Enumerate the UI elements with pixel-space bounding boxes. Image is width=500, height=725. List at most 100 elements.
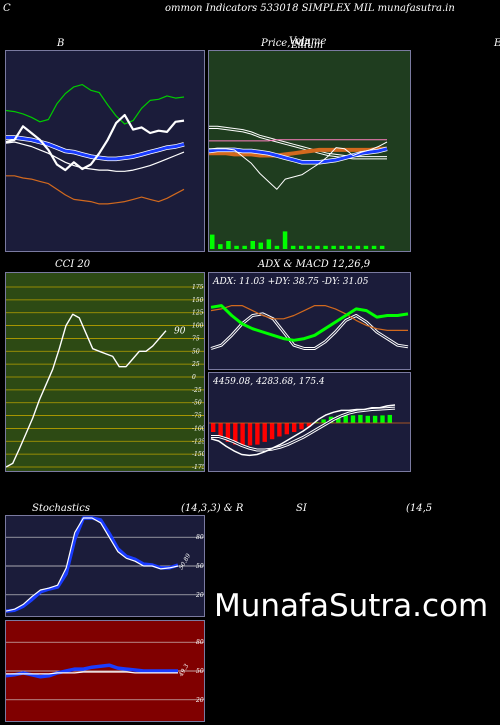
volume-bar [347,245,352,249]
price-overlay-a: Volume [289,36,327,47]
price-series-3 [209,147,388,164]
volume-bar [339,245,344,249]
cci-tick-label: -25 [192,387,202,394]
macd-histogram-bar [277,423,282,437]
rsi-tick-label: 20 [195,697,204,704]
bb-series-4 [6,113,185,172]
cci-panel: 175 150 125 100 75 50 25 0 -25 -50 -75 -100 -125 -150… [5,272,205,472]
rsi-blue-line [6,663,178,679]
macd-histogram-bar [225,423,231,442]
watermark: MunafaSutra.com [214,588,489,624]
bb-series-2 [6,141,185,172]
volume-bar [315,245,320,249]
bb-title: B [57,38,65,49]
cci-tick-label: -150 [192,451,204,458]
price-overlay-b: Lillum [291,40,324,51]
left-mark: C [3,3,11,14]
macd-histogram-bar [372,415,378,423]
adx-title: ADX & MACD 12,26,9 [258,259,371,270]
macd-histogram-bar [218,423,223,437]
macd-values: 4459.08, 4283.68, 175.4 [213,377,325,387]
cci-tick-label: 25 [191,361,200,368]
macd-histogram-bar [262,423,267,442]
macd-panel: 4459.08, 4283.68, 175.4 [208,372,411,472]
price-panel [208,50,411,252]
macd-histogram-bar [299,423,304,430]
cci-tick-label: -50 [192,400,202,407]
volume-bar [323,245,328,249]
macd-histogram-bar [314,422,319,423]
macd-histogram-bar [292,423,297,432]
cci-tick-label: -100 [192,425,204,432]
price-series-2 [209,146,387,158]
right-edge-title: E [494,38,500,49]
cci-last-value: 90 [174,327,186,337]
price-series-1 [209,139,387,142]
volume-bar [363,245,369,249]
macd-histogram-bar [284,423,289,435]
rsi-panel: 80 50 20 49.3 [5,620,205,722]
adx-panel: ADX: 11.03 +DY: 38.75 -DY: 31.05 [208,272,411,370]
volume-bar [331,245,336,249]
adx-chart [210,304,409,350]
macd-histogram-bar [255,423,260,445]
adx-plus-dy [210,304,409,342]
volume-bar [355,245,361,249]
stoch-white-line [6,517,179,612]
cci-tick-label: -125 [192,438,204,445]
bollinger-chart [6,83,185,205]
cci-tick-label: 0 [192,374,196,381]
volume-bar [379,245,385,249]
price-ma-double [209,128,387,160]
stoch-tick-label: 20 [195,592,204,599]
volume-bar [250,241,255,249]
volume-bar [290,245,296,249]
cci-title: CCI 20 [55,259,91,270]
cci-chart: 175 150 125 100 75 50 25 0 -25 -50 -75 -100 -125 -150… [6,284,204,471]
volume-bar [307,245,312,249]
cci-tick-label: 150 [192,297,204,304]
macd-histogram-bar [247,423,253,446]
bb-series-3 [6,175,185,205]
macd-histogram-bar [358,414,363,423]
stochastics-chart: 80 50 20 50.89 [6,516,204,613]
volume-bar [218,244,223,249]
stoch-panel: 80 50 20 50.89 [5,515,205,617]
macd-histogram-bar [306,423,312,427]
cci-tick-label: 100 [192,323,204,330]
stoch-params: (14,3,3) & R [181,503,244,514]
cci-line [6,313,167,468]
rsi-title: SI [296,503,307,514]
volume-bar [258,242,263,249]
macd-signal-inner [211,407,396,451]
macd-histogram-bar [365,415,370,423]
rsi-params: (14,5 [406,503,433,514]
rsi-tick-label: 80 [196,639,204,646]
stoch-last-value: 50.89 [178,552,193,571]
macd-histogram-bar [336,415,341,423]
macd-histogram-bar [233,423,238,445]
volume-bar [242,245,247,249]
volume-bar [282,231,288,249]
macd-chart [209,404,410,457]
adx-inner [210,313,409,349]
cci-tick-label: 175 [192,284,204,291]
price-ma-chart [209,125,388,249]
macd-histogram-bar [240,423,245,447]
volume-bar [226,241,231,249]
adx-minus-dy [210,304,408,332]
volume-bar [299,245,304,249]
volume-bar [266,239,272,249]
adx-values: ADX: 11.03 +DY: 38.75 -DY: 31.05 [213,277,369,287]
price-title: Price, MA [261,38,312,49]
cci-tick-label: -175 [192,464,204,471]
bollinger-panel [5,50,205,252]
macd-histogram-bar [321,419,326,423]
bb-series-0 [6,83,185,125]
cci-tick-label: 125 [192,310,204,317]
cci-tick-label: 50 [192,348,200,355]
page-title: ommon Indicators 533018 SIMPLEX MIL muna… [165,3,455,14]
macd-histogram-bar [211,423,216,432]
stoch-tick-label: 50 [196,563,204,570]
